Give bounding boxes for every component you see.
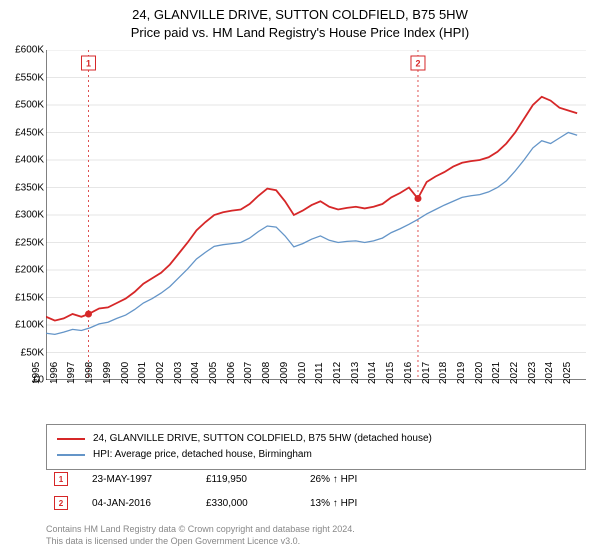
x-tick-label: 2019 xyxy=(456,362,467,384)
y-tick-label: £600K xyxy=(15,45,44,56)
x-tick-label: 2007 xyxy=(243,362,254,384)
sale-marker-2-num: 2 xyxy=(59,499,63,508)
chart-svg: 12 xyxy=(46,50,586,380)
y-tick-label: £250K xyxy=(15,237,44,248)
legend-swatch-1 xyxy=(57,438,85,440)
sale-marker-2: 2 xyxy=(54,496,68,510)
x-tick-label: 2004 xyxy=(190,362,201,384)
sale-date-2: 04-JAN-2016 xyxy=(92,498,182,509)
x-tick-label: 2013 xyxy=(350,362,361,384)
x-tick-label: 1996 xyxy=(49,362,60,384)
x-tick-label: 2003 xyxy=(173,362,184,384)
x-tick-label: 2022 xyxy=(509,362,520,384)
y-tick-label: £100K xyxy=(15,320,44,331)
sale-diff-1: 26% ↑ HPI xyxy=(310,474,357,485)
x-tick-label: 2024 xyxy=(544,362,555,384)
x-tick-label: 1999 xyxy=(102,362,113,384)
chart-area: 12 xyxy=(46,50,586,380)
x-tick-label: 2018 xyxy=(438,362,449,384)
x-tick-label: 2011 xyxy=(314,362,325,384)
x-tick-label: 1998 xyxy=(84,362,95,384)
legend-label-2: HPI: Average price, detached house, Birm… xyxy=(93,447,312,463)
y-tick-label: £200K xyxy=(15,265,44,276)
x-tick-label: 2005 xyxy=(208,362,219,384)
x-tick-label: 2023 xyxy=(527,362,538,384)
x-tick-label: 2025 xyxy=(562,362,573,384)
sale-row-1: 1 23-MAY-1997 £119,950 26% ↑ HPI xyxy=(46,472,586,486)
y-tick-label: £150K xyxy=(15,292,44,303)
y-tick-label: £50K xyxy=(21,347,44,358)
y-tick-label: £550K xyxy=(15,72,44,83)
sale-marker-1: 1 xyxy=(54,472,68,486)
x-tick-label: 2015 xyxy=(385,362,396,384)
y-tick-label: £400K xyxy=(15,155,44,166)
sale-marker-1-num: 1 xyxy=(59,475,63,484)
y-tick-label: £450K xyxy=(15,127,44,138)
sale-diff-2: 13% ↑ HPI xyxy=(310,498,357,509)
footnote-line-2: This data is licensed under the Open Gov… xyxy=(46,536,300,546)
sale-date-1: 23-MAY-1997 xyxy=(92,474,182,485)
title-line-1: 24, GLANVILLE DRIVE, SUTTON COLDFIELD, B… xyxy=(132,7,468,22)
svg-text:2: 2 xyxy=(415,59,420,69)
x-tick-label: 2010 xyxy=(297,362,308,384)
legend-swatch-2 xyxy=(57,454,85,456)
sale-price-2: £330,000 xyxy=(206,498,286,509)
legend-box: 24, GLANVILLE DRIVE, SUTTON COLDFIELD, B… xyxy=(46,424,586,470)
x-tick-label: 1995 xyxy=(31,362,42,384)
legend-label-1: 24, GLANVILLE DRIVE, SUTTON COLDFIELD, B… xyxy=(93,431,432,447)
footnote-line-1: Contains HM Land Registry data © Crown c… xyxy=(46,524,355,534)
sale-price-1: £119,950 xyxy=(206,474,286,485)
x-tick-label: 1997 xyxy=(66,362,77,384)
title-line-2: Price paid vs. HM Land Registry's House … xyxy=(131,25,469,40)
x-tick-label: 2021 xyxy=(491,362,502,384)
y-tick-label: £350K xyxy=(15,182,44,193)
x-tick-label: 2020 xyxy=(474,362,485,384)
y-tick-label: £500K xyxy=(15,100,44,111)
x-tick-label: 2017 xyxy=(421,362,432,384)
x-tick-label: 2012 xyxy=(332,362,343,384)
svg-text:1: 1 xyxy=(86,59,91,69)
x-tick-label: 2000 xyxy=(120,362,131,384)
x-tick-label: 2001 xyxy=(137,362,148,384)
x-tick-label: 2006 xyxy=(226,362,237,384)
x-tick-label: 2008 xyxy=(261,362,272,384)
legend-row-1: 24, GLANVILLE DRIVE, SUTTON COLDFIELD, B… xyxy=(57,431,575,447)
x-tick-label: 2016 xyxy=(403,362,414,384)
x-tick-label: 2014 xyxy=(367,362,378,384)
x-tick-label: 2002 xyxy=(155,362,166,384)
x-tick-label: 2009 xyxy=(279,362,290,384)
sale-row-2: 2 04-JAN-2016 £330,000 13% ↑ HPI xyxy=(46,496,586,510)
chart-title: 24, GLANVILLE DRIVE, SUTTON COLDFIELD, B… xyxy=(0,0,600,41)
y-tick-label: £300K xyxy=(15,210,44,221)
footnote: Contains HM Land Registry data © Crown c… xyxy=(46,524,586,547)
legend-row-2: HPI: Average price, detached house, Birm… xyxy=(57,447,575,463)
